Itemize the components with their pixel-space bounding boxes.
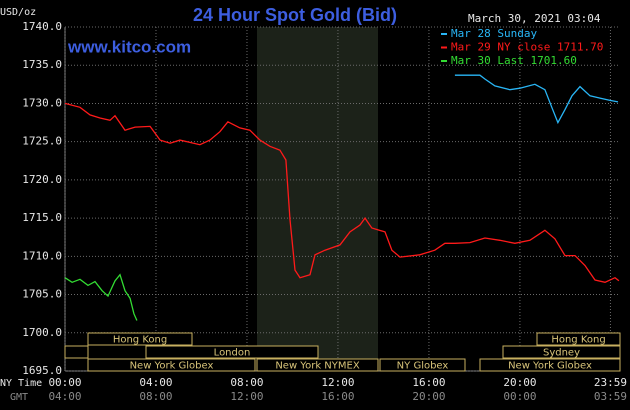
session-label: New York NYMEX xyxy=(275,361,360,372)
x-tick-label: 08:00 xyxy=(230,376,263,389)
y-tick-label: 1740.0 xyxy=(22,20,62,33)
price-line xyxy=(64,102,620,283)
x-tick-label: 00:00 xyxy=(48,376,81,389)
x2-tick-label: 03:59 xyxy=(594,390,627,403)
x2-tick-label: 04:00 xyxy=(48,390,81,403)
x-tick-label: 16:00 xyxy=(412,376,445,389)
x2-tick-label: 20:00 xyxy=(412,390,445,403)
price-line xyxy=(454,74,619,125)
y-tick-label: 1715.0 xyxy=(22,211,62,224)
price-line xyxy=(64,273,138,321)
x2-tick-label: 00:00 xyxy=(503,390,536,403)
legend-label: Mar 29 NY close 1711.70 xyxy=(451,41,603,54)
y-tick-label: 1710.0 xyxy=(22,249,62,262)
y-tick-label: 1695.0 xyxy=(22,364,62,377)
x-tick-label: 12:00 xyxy=(321,376,354,389)
chart-title: 24 Hour Spot Gold (Bid) xyxy=(193,5,397,25)
y-unit: USD/oz xyxy=(0,7,36,18)
x2-tick-label: 12:00 xyxy=(230,390,263,403)
x-tick-label: 04:00 xyxy=(139,376,172,389)
session-box xyxy=(145,345,319,359)
session-label: Hong Kong xyxy=(551,335,605,346)
session-box xyxy=(87,358,256,372)
x2-tick-label: 08:00 xyxy=(139,390,172,403)
session-box xyxy=(64,345,89,359)
y-tick-label: 1700.0 xyxy=(22,326,62,339)
session-label: Hong Kong xyxy=(113,335,167,346)
session-label: New York Globex xyxy=(508,361,592,372)
x2-axis-label: GMT xyxy=(10,392,28,403)
x-tick-label: 23:59 xyxy=(594,376,627,389)
x-tick-label: 20:00 xyxy=(503,376,536,389)
x-axis-label: NY Time xyxy=(0,378,42,389)
y-tick-label: 1720.0 xyxy=(22,173,62,186)
session-box xyxy=(379,358,466,372)
session-box xyxy=(536,332,621,346)
timestamp: March 30, 2021 03:04 xyxy=(468,12,601,25)
legend-label: Mar 28 Sunday xyxy=(451,27,537,40)
session-box xyxy=(479,358,621,372)
legend-label: Mar 30 Last 1701.60 xyxy=(451,54,577,67)
session-box xyxy=(502,345,621,359)
subtitle: www.kitco.com xyxy=(67,37,191,56)
y-tick-label: 1735.0 xyxy=(22,58,62,71)
y-tick-label: 1725.0 xyxy=(22,135,62,148)
session-label: NY Globex xyxy=(397,361,449,372)
session-label: New York Globex xyxy=(130,361,214,372)
x2-tick-label: 16:00 xyxy=(321,390,354,403)
session-box xyxy=(87,332,193,346)
y-tick-label: 1705.0 xyxy=(22,288,62,301)
session-label: Sydney xyxy=(543,348,580,359)
session-label: London xyxy=(214,348,251,359)
session-box xyxy=(256,358,379,372)
nymex-shade xyxy=(257,27,378,371)
y-tick-label: 1730.0 xyxy=(22,96,62,109)
